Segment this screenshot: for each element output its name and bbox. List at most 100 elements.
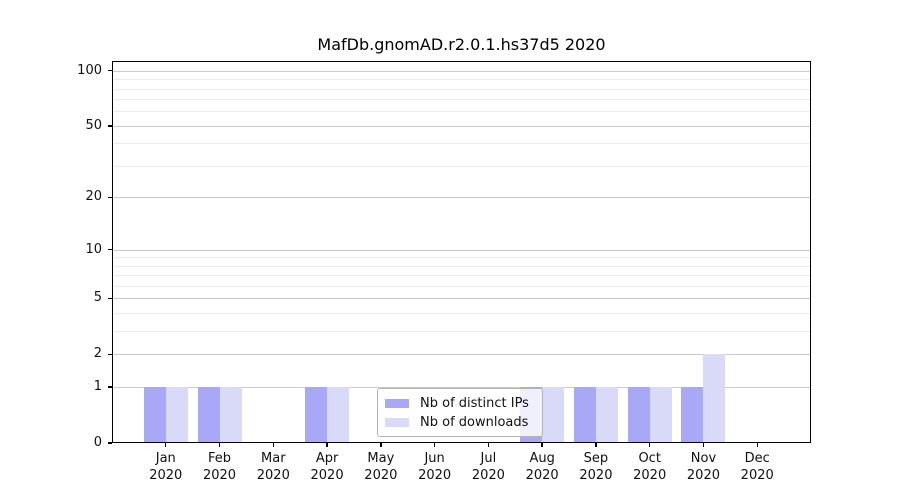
x-tick-month: Sep bbox=[583, 451, 609, 466]
gridline-major bbox=[112, 387, 811, 389]
y-tick bbox=[107, 353, 112, 356]
gridline-minor bbox=[112, 166, 811, 168]
x-tick-month: Dec bbox=[744, 451, 770, 466]
x-tick bbox=[433, 443, 436, 447]
x-tick-month: Mar bbox=[261, 451, 286, 466]
x-tick bbox=[541, 443, 543, 447]
gridline-minor bbox=[112, 257, 811, 259]
bar-feb-downloads bbox=[219, 387, 242, 443]
y-tick bbox=[107, 70, 112, 72]
x-tick-label: Jun 2020 bbox=[403, 450, 467, 484]
legend-item-distinct-ips: Nb of distinct IPs bbox=[385, 394, 535, 413]
x-tick-month: May bbox=[367, 451, 395, 466]
x-tick-month: Jul bbox=[480, 451, 497, 466]
bar-sep-distinct-ips bbox=[573, 387, 596, 443]
x-tick-month: Oct bbox=[638, 451, 661, 466]
y-tick bbox=[107, 248, 112, 251]
y-tick-label: 100 bbox=[77, 62, 102, 78]
x-tick-year: 2020 bbox=[740, 468, 774, 483]
x-tick-year: 2020 bbox=[310, 468, 344, 483]
x-tick-year: 2020 bbox=[686, 468, 720, 483]
x-tick-label: Apr 2020 bbox=[295, 450, 359, 484]
legend: Nb of distinct IPs Nb of downloads bbox=[377, 388, 543, 437]
y-tick bbox=[107, 442, 112, 444]
legend-swatch-distinct-ips-icon bbox=[385, 399, 409, 408]
x-tick-year: 2020 bbox=[418, 468, 452, 483]
y-tick bbox=[107, 386, 112, 388]
x-tick-label: Aug 2020 bbox=[510, 450, 574, 484]
bar-apr-downloads bbox=[327, 387, 350, 443]
x-tick bbox=[487, 443, 490, 447]
y-tick-label: 0 bbox=[93, 435, 102, 450]
legend-swatch-downloads-icon bbox=[385, 418, 409, 427]
y-tick bbox=[107, 297, 112, 300]
y-tick bbox=[107, 196, 112, 199]
gridline-minor bbox=[112, 313, 811, 315]
bar-jan-downloads bbox=[165, 387, 188, 443]
x-tick bbox=[380, 443, 382, 447]
gridline-major bbox=[112, 70, 811, 72]
x-tick-year: 2020 bbox=[364, 468, 398, 483]
bar-nov-distinct-ips bbox=[681, 387, 704, 443]
gridline-minor bbox=[112, 265, 811, 267]
x-tick-month: Jan bbox=[155, 451, 176, 466]
legend-item-downloads: Nb of downloads bbox=[385, 413, 535, 432]
x-tick-year: 2020 bbox=[256, 468, 290, 483]
x-tick bbox=[326, 443, 328, 447]
gridline-minor bbox=[112, 111, 811, 113]
x-tick-month: Apr bbox=[315, 451, 339, 466]
x-tick bbox=[595, 443, 597, 447]
y-tick-label: 2 bbox=[93, 346, 102, 362]
gridline-major bbox=[112, 197, 811, 199]
x-tick-label: Sep 2020 bbox=[564, 450, 628, 484]
legend-label-downloads: Nb of downloads bbox=[420, 415, 529, 430]
x-tick bbox=[702, 443, 705, 447]
gridline-minor bbox=[112, 79, 811, 81]
gridline-minor bbox=[112, 275, 811, 277]
gridline-major bbox=[112, 354, 811, 356]
bar-oct-distinct-ips bbox=[627, 387, 650, 443]
y-tick-label: 5 bbox=[93, 290, 102, 306]
y-tick-label: 10 bbox=[85, 241, 102, 257]
gridline-minor bbox=[112, 143, 811, 145]
x-tick-year: 2020 bbox=[525, 468, 559, 483]
x-tick-label: Jul 2020 bbox=[456, 450, 520, 484]
x-tick-year: 2020 bbox=[633, 468, 667, 483]
x-tick-label: Feb 2020 bbox=[188, 450, 252, 484]
gridline-major bbox=[112, 125, 811, 127]
x-tick-year: 2020 bbox=[471, 468, 505, 483]
x-tick-label: Jan 2020 bbox=[134, 450, 198, 484]
gridline-major bbox=[112, 298, 811, 300]
y-tick-label: 50 bbox=[85, 117, 102, 133]
x-tick-label: Mar 2020 bbox=[241, 450, 305, 484]
x-tick-month: Nov bbox=[690, 451, 717, 466]
bar-apr-distinct-ips bbox=[305, 387, 328, 443]
bar-nov-downloads bbox=[703, 354, 726, 443]
gridline-minor bbox=[112, 88, 811, 90]
x-tick-month: Aug bbox=[529, 451, 555, 466]
x-tick bbox=[165, 443, 167, 447]
x-tick bbox=[272, 443, 274, 447]
y-tick-label: 1 bbox=[93, 379, 102, 395]
bar-feb-distinct-ips bbox=[197, 387, 220, 443]
x-tick-year: 2020 bbox=[149, 468, 183, 483]
bar-jan-distinct-ips bbox=[143, 387, 166, 443]
gridline-major bbox=[112, 249, 811, 251]
legend-label-distinct-ips: Nb of distinct IPs bbox=[420, 396, 529, 411]
x-tick-year: 2020 bbox=[202, 468, 237, 483]
x-tick-month: Jun bbox=[424, 451, 445, 466]
chart-title: MafDb.gnomAD.r2.0.1.hs37d5 2020 bbox=[317, 35, 606, 54]
x-tick-label: Dec 2020 bbox=[725, 450, 789, 484]
gridline-minor bbox=[112, 286, 811, 288]
bar-oct-downloads bbox=[649, 387, 672, 443]
x-tick bbox=[218, 443, 221, 447]
x-tick bbox=[648, 443, 651, 447]
gridline-minor bbox=[112, 99, 811, 101]
y-tick-label: 20 bbox=[85, 189, 102, 205]
bar-sep-downloads bbox=[595, 387, 618, 443]
y-tick bbox=[107, 125, 112, 127]
x-tick-label: Nov 2020 bbox=[671, 450, 735, 484]
x-tick-label: Oct 2020 bbox=[618, 450, 682, 484]
